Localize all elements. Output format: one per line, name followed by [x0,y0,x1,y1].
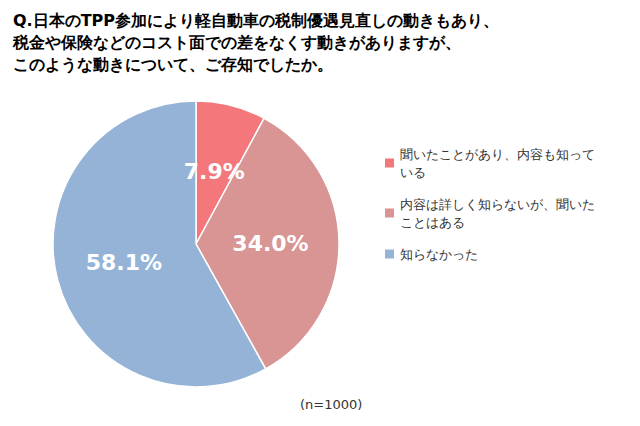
svg-text:Q.日本のTPP参加により軽自動車の税制優遇見直しの動きもあ: Q.日本のTPP参加により軽自動車の税制優遇見直しの動きもあり、 [13,11,499,30]
svg-text:いる: いる [400,165,426,180]
svg-text:(n=1000): (n=1000) [300,397,362,412]
svg-text:ことはある: ことはある [400,215,465,230]
svg-text:34.0%: 34.0% [232,231,308,256]
svg-text:税金や保険などのコスト面での差をなくす動きがありますが、: 税金や保険などのコスト面での差をなくす動きがありますが、 [12,33,461,52]
svg-text:内容は詳しく知らないが、聞いた: 内容は詳しく知らないが、聞いた [400,197,595,212]
svg-text:7.9%: 7.9% [184,159,245,184]
svg-text:このような動きについて、ご存知でしたか。: このような動きについて、ご存知でしたか。 [13,55,333,74]
svg-text:知らなかった: 知らなかった [400,247,478,262]
svg-text:聞いたことがあり、内容も知って: 聞いたことがあり、内容も知って [400,147,595,162]
svg-text:58.1%: 58.1% [86,250,162,275]
